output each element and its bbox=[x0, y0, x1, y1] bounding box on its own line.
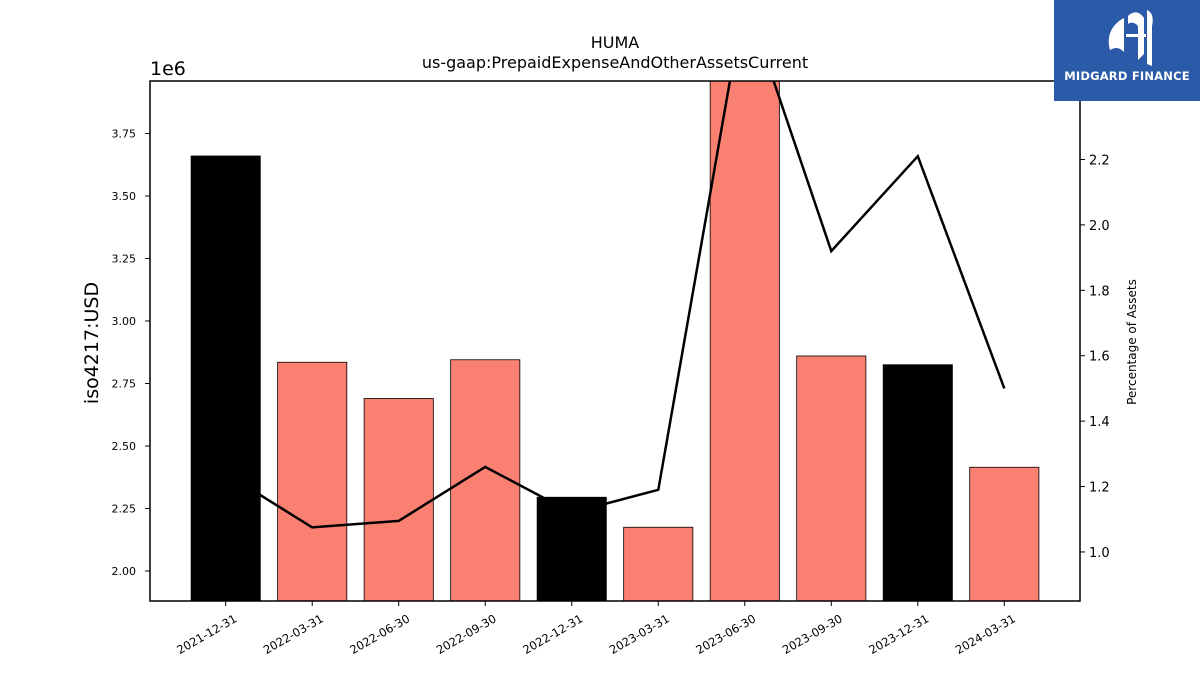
x-tick-label: 2023-06-30 bbox=[693, 611, 758, 657]
y-tick-label: 3.00 bbox=[112, 315, 137, 328]
x-tick-label: 2023-09-30 bbox=[780, 611, 845, 657]
logo-mark-icon bbox=[1108, 10, 1153, 66]
chart-subtitle: us-gaap:PrepaidExpenseAndOtherAssetsCurr… bbox=[422, 53, 808, 72]
chart-title: HUMA bbox=[591, 33, 640, 52]
y-tick-label: 3.25 bbox=[112, 253, 137, 266]
x-tick-label: 2022-12-31 bbox=[520, 611, 585, 657]
y-tick-label: 2.50 bbox=[112, 440, 137, 453]
y-tick-label: 3.50 bbox=[112, 190, 137, 203]
y2-tick-label: 1.0 bbox=[1089, 546, 1110, 561]
y-tick-label: 2.75 bbox=[112, 378, 137, 391]
x-tick-label: 2022-03-31 bbox=[261, 611, 326, 657]
x-tick-label: 2023-12-31 bbox=[866, 611, 931, 657]
bar-2023-12-31 bbox=[882, 364, 953, 602]
brand-logo: MIDGARD FINANCE bbox=[1054, 0, 1200, 101]
bar-2023-03-31 bbox=[623, 526, 694, 602]
x-tick-label: 2022-09-30 bbox=[434, 611, 499, 657]
y-axis-label: iso4217:USD bbox=[81, 282, 103, 404]
x-tick-label: 2023-03-31 bbox=[607, 611, 672, 657]
y2-tick-label: 2.2 bbox=[1089, 153, 1110, 168]
y-tick-label: 3.75 bbox=[112, 128, 137, 141]
x-tick-label: 2024-03-31 bbox=[953, 611, 1018, 657]
y2-tick-label: 1.6 bbox=[1089, 350, 1110, 365]
y2-tick-label: 1.4 bbox=[1089, 415, 1110, 430]
y2-tick-label: 2.0 bbox=[1089, 219, 1110, 234]
bar-2023-09-30 bbox=[796, 355, 867, 602]
y2-tick-label: 1.2 bbox=[1089, 481, 1110, 496]
y-offset-label: 1e6 bbox=[150, 58, 186, 80]
percentage-line bbox=[225, 81, 1006, 529]
plot-frame bbox=[149, 80, 1081, 602]
bar-2022-06-30 bbox=[363, 398, 434, 602]
y2-tick-label: 1.8 bbox=[1089, 284, 1110, 299]
y-tick-label: 2.00 bbox=[112, 565, 137, 578]
x-tick-label: 2022-06-30 bbox=[347, 611, 412, 657]
bar-2022-12-31 bbox=[536, 496, 607, 602]
bar-2021-12-31 bbox=[190, 155, 261, 602]
bar-2024-03-31 bbox=[969, 466, 1040, 602]
bar-2023-06-30 bbox=[709, 80, 780, 602]
y-tick-label: 2.25 bbox=[112, 503, 137, 516]
bar-2022-03-31 bbox=[277, 361, 348, 602]
logo-text: MIDGARD FINANCE bbox=[1064, 69, 1190, 83]
y2-axis-label: Percentage of Assets bbox=[1125, 279, 1139, 405]
x-tick-label: 2021-12-31 bbox=[174, 611, 239, 657]
